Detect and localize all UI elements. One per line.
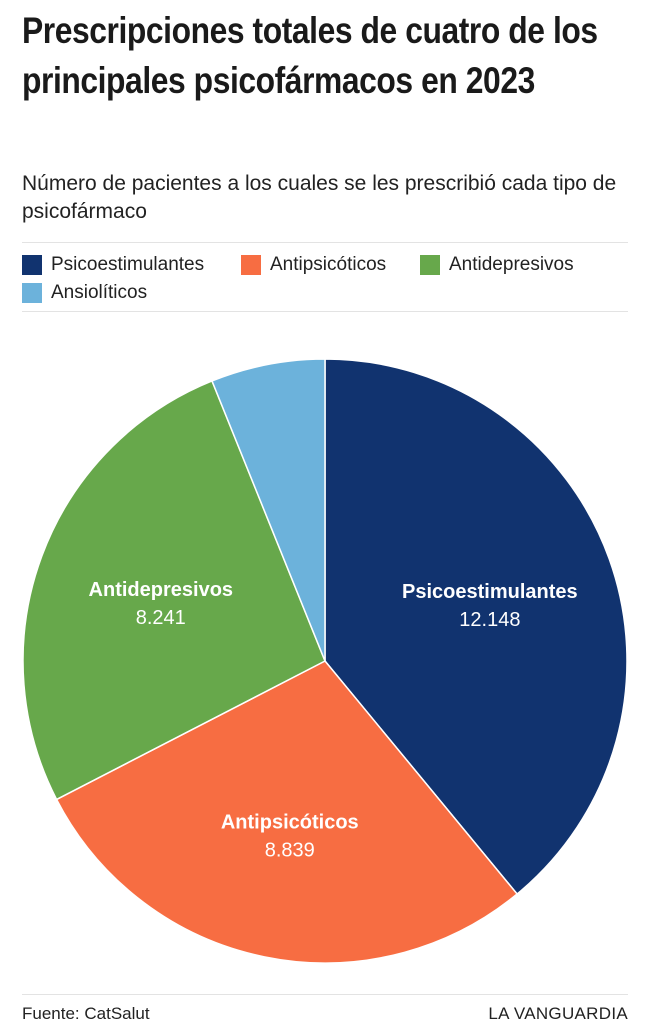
slice-value-psicoestimulantes: 12.148 bbox=[459, 609, 520, 631]
slice-value-antidepresivos: 8.241 bbox=[136, 607, 186, 629]
pie-slice-antidepresivos bbox=[22, 379, 326, 801]
slice-label-psicoestimulantes: Psicoestimulantes bbox=[402, 581, 578, 603]
legend-swatch bbox=[22, 255, 42, 275]
divider-top bbox=[22, 242, 628, 243]
chart-title: Prescripciones totales de cuatro de los … bbox=[22, 10, 598, 101]
legend-item-antidepresivos: Antidepresivos bbox=[420, 254, 574, 276]
pie-slice-psicoestimulantes bbox=[324, 358, 628, 896]
legend-swatch bbox=[420, 255, 440, 275]
legend-swatch bbox=[22, 283, 42, 303]
divider-legend bbox=[22, 311, 628, 312]
legend-label: Psicoestimulantes bbox=[51, 254, 205, 275]
legend-item-ansioliticos: Ansiolíticos bbox=[22, 282, 147, 304]
brand-logo: LA VANGUARDIA bbox=[488, 1004, 628, 1023]
divider-bottom bbox=[22, 994, 628, 995]
legend-label: Ansiolíticos bbox=[51, 282, 148, 303]
legend-item-antipsicoticos: Antipsicóticos bbox=[241, 254, 386, 276]
legend-swatch bbox=[241, 255, 261, 275]
legend-label: Antipsicóticos bbox=[270, 254, 387, 275]
legend-label: Antidepresivos bbox=[449, 254, 574, 275]
chart-subtitle: Número de pacientes a los cuales se les … bbox=[22, 172, 617, 223]
slice-label-antipsicoticos: Antipsicóticos bbox=[221, 812, 359, 834]
slice-value-antipsicoticos: 8.839 bbox=[265, 840, 315, 862]
source-note: Fuente: CatSalut bbox=[22, 1004, 150, 1023]
slice-label-antidepresivos: Antidepresivos bbox=[89, 579, 233, 601]
legend-item-psicoestimulantes: Psicoestimulantes bbox=[22, 254, 204, 276]
pie-chart: Psicoestimulantes 12.148 Antipsicóticos 8.8… bbox=[22, 358, 628, 964]
pie-slice-antipsicoticos bbox=[55, 660, 519, 964]
pie-slice-ansioliticos bbox=[211, 358, 326, 662]
